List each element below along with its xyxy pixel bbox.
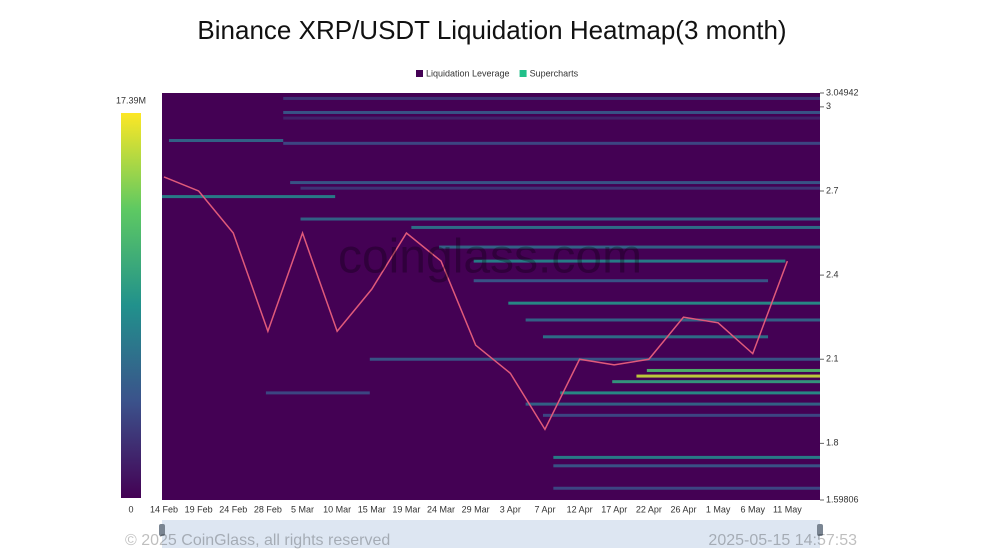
x-tick-label: 17 Apr: [601, 504, 627, 514]
y-tick-label: 2.1: [826, 354, 839, 364]
liquidation-band: [612, 380, 820, 384]
y-tick-label: 2.7: [826, 185, 839, 195]
x-tick-label: 6 May: [740, 504, 765, 514]
liquidation-band: [283, 110, 820, 114]
liquidation-band: [553, 486, 820, 490]
x-tick-label: 14 Feb: [150, 504, 178, 514]
colorbar-label: 0: [128, 504, 133, 514]
y-tick-label: 1.8: [826, 438, 839, 448]
liquidation-band: [553, 455, 820, 459]
legend-label: Liquidation Leverage: [426, 68, 510, 78]
x-tick-label: 5 Mar: [291, 504, 314, 514]
liquidation-band: [265, 391, 370, 395]
liquidation-band: [283, 96, 820, 100]
legend-swatch: [519, 70, 527, 77]
liquidation-band: [300, 217, 820, 221]
liquidation-band: [525, 318, 820, 322]
liquidation-band: [162, 195, 336, 199]
heatmap-background: [162, 93, 820, 500]
liquidation-band: [542, 413, 820, 417]
liquidation-band: [525, 402, 820, 406]
x-tick-label: 7 Apr: [534, 504, 555, 514]
x-tick-label: 26 Apr: [670, 504, 696, 514]
x-tick-label: 29 Mar: [462, 504, 490, 514]
liquidation-band: [508, 301, 820, 305]
timestamp: 2025-05-15 14:57:53: [708, 532, 857, 549]
x-tick-label: 19 Mar: [392, 504, 420, 514]
navigator-handle[interactable]: [159, 524, 165, 536]
colorbar: [121, 113, 141, 498]
x-tick-label: 22 Apr: [636, 504, 662, 514]
liquidation-band: [473, 279, 769, 283]
x-tick-label: 10 Mar: [323, 504, 351, 514]
x-tick-label: 12 Apr: [567, 504, 593, 514]
liquidation-band: [542, 335, 769, 339]
navigator: [162, 520, 820, 548]
y-tick-label: 3.04942: [826, 87, 859, 97]
liquidation-band: [560, 391, 820, 395]
legend-swatch: [416, 70, 423, 77]
liquidation-band: [300, 186, 820, 190]
liquidation-band: [553, 464, 820, 468]
x-tick-label: 3 Apr: [500, 504, 521, 514]
x-tick-label: 19 Feb: [185, 504, 213, 514]
y-tick-label: 2.4: [826, 269, 839, 279]
y-tick-label: 3: [826, 101, 831, 111]
liquidation-band: [646, 368, 820, 372]
x-tick-label: 1 May: [706, 504, 731, 514]
y-tick-label: 1.59806: [826, 494, 859, 504]
liquidation-band: [369, 357, 820, 361]
liquidation-band: [290, 181, 820, 185]
liquidation-band: [473, 259, 786, 263]
x-tick-label: 28 Feb: [254, 504, 282, 514]
x-tick-label: 11 May: [773, 504, 802, 514]
liquidation-band: [283, 141, 820, 145]
liquidation-band: [439, 245, 820, 249]
liquidation-band: [636, 374, 820, 378]
watermark: coinglass.com: [338, 231, 642, 284]
x-tick-label: 15 Mar: [358, 504, 386, 514]
x-tick-label: 24 Mar: [427, 504, 455, 514]
colorbar-label: 17.39M: [116, 95, 146, 105]
x-tick-label: 24 Feb: [219, 504, 247, 514]
liquidation-band: [283, 116, 820, 120]
chart-title: Binance XRP/USDT Liquidation Heatmap(3 m…: [197, 15, 786, 45]
footer: © 2025 CoinGlass, all rights reserved: [125, 532, 390, 549]
legend-label: Supercharts: [530, 68, 579, 78]
liquidation-band: [168, 139, 284, 143]
price-line: [163, 176, 789, 431]
liquidation-band: [411, 225, 820, 229]
navigator-handle[interactable]: [817, 524, 823, 536]
